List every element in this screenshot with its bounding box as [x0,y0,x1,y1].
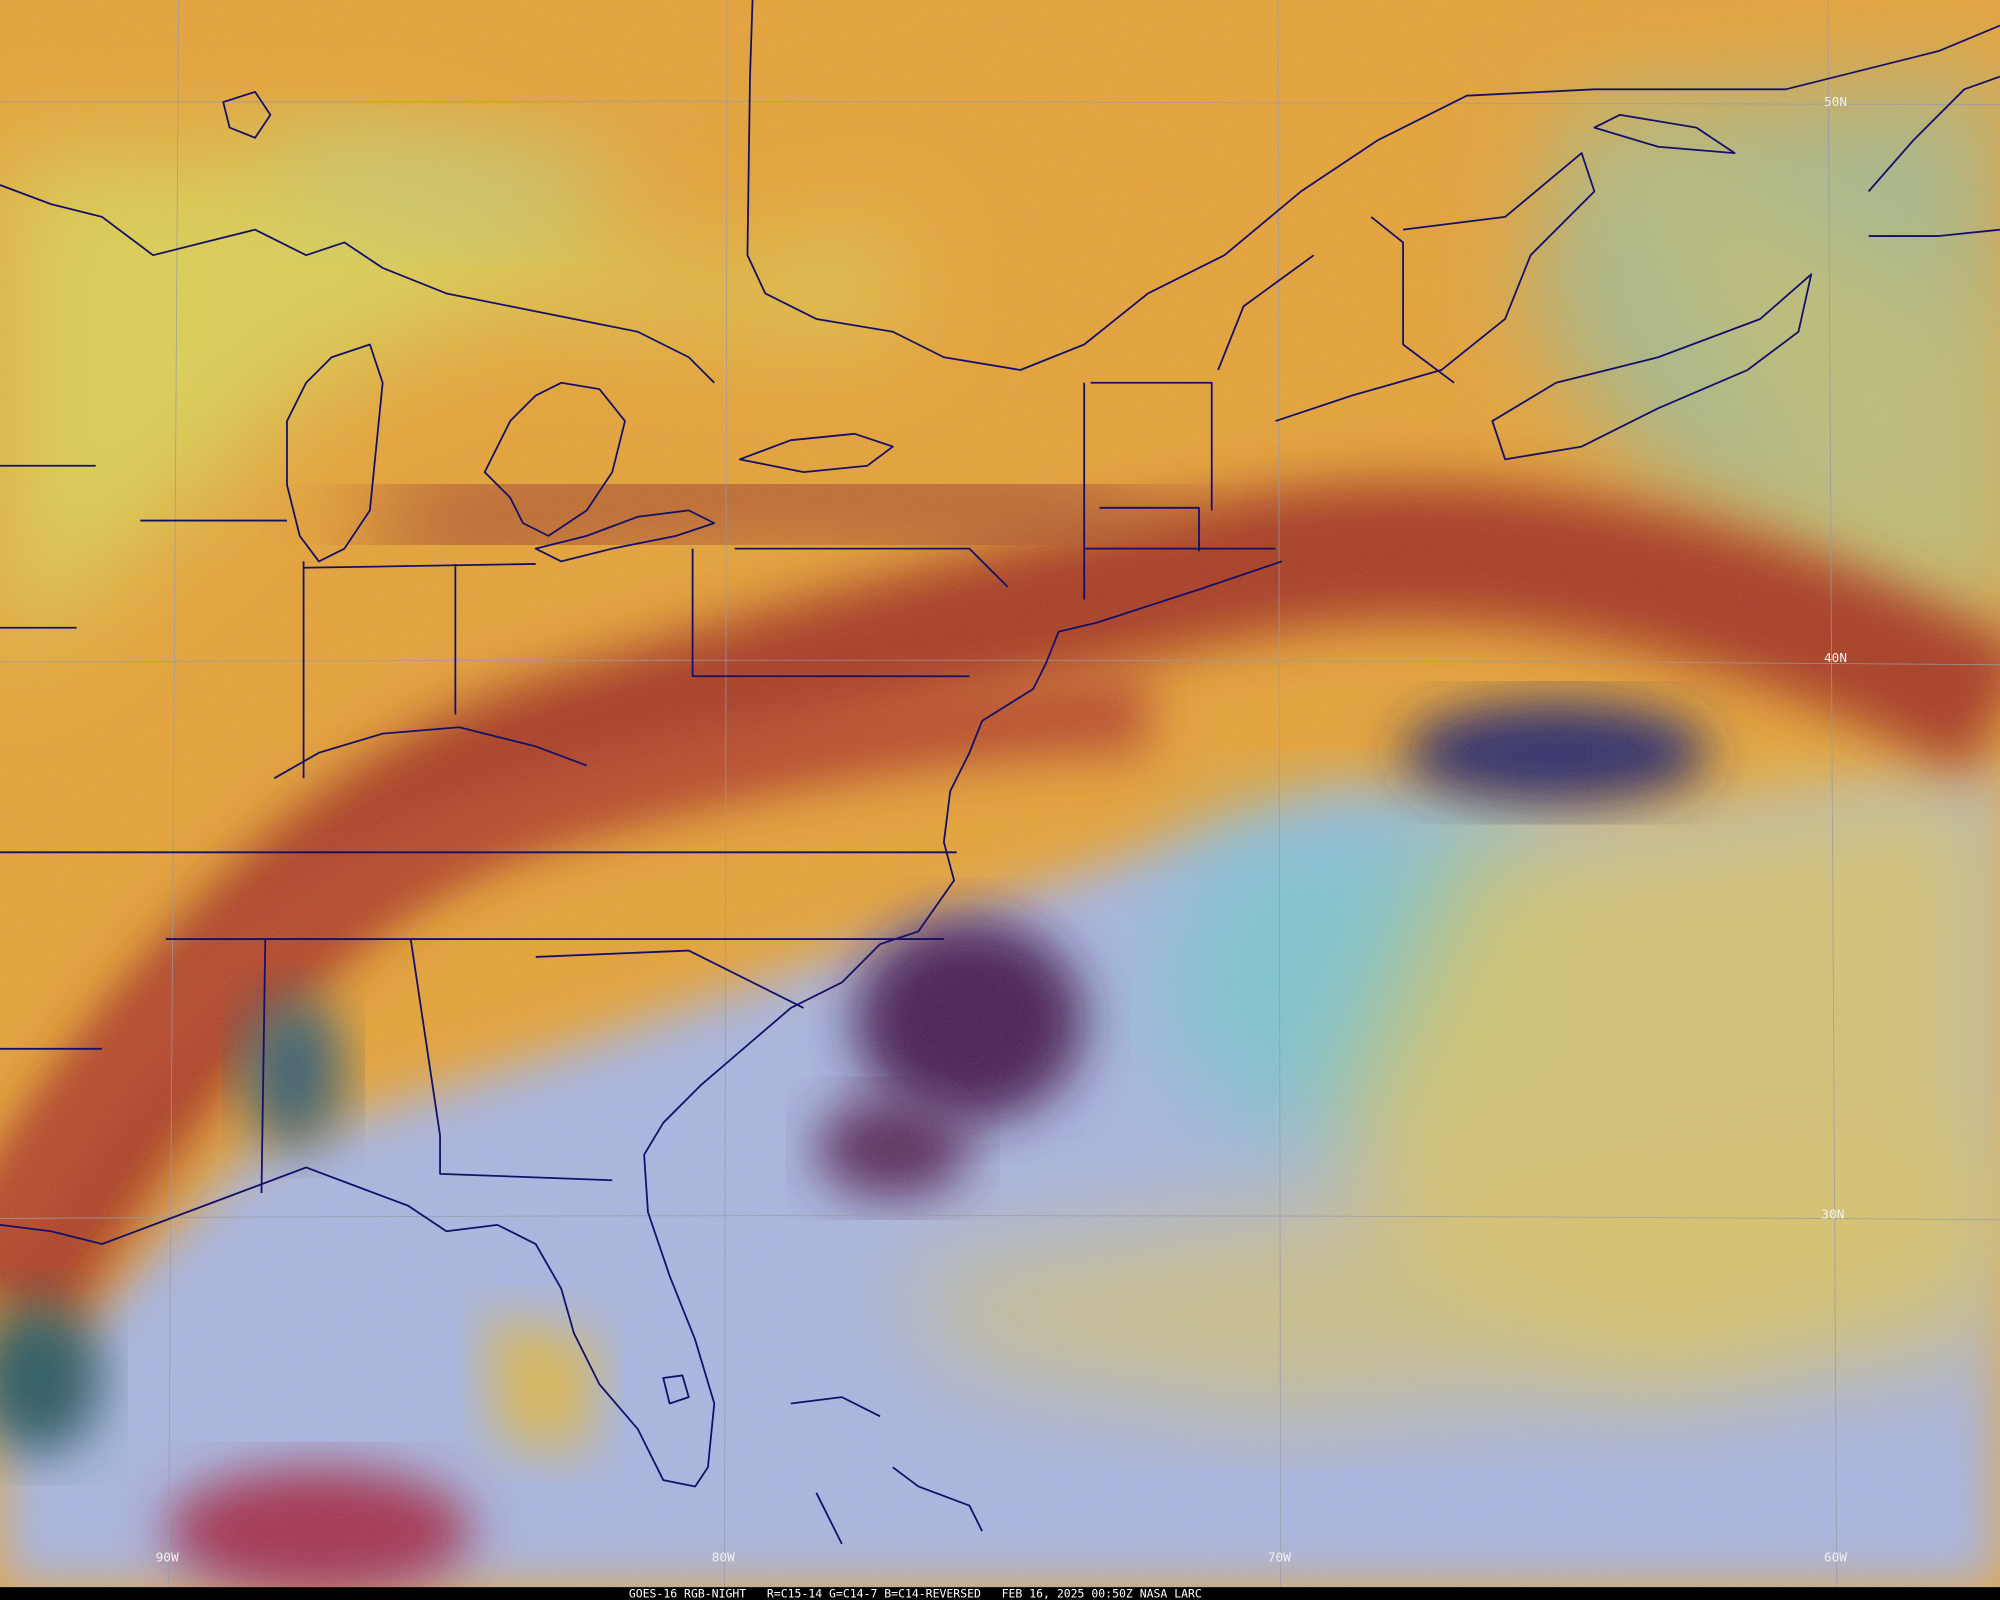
state-borders [0,216,1455,1193]
lat-label: 30N [1821,1207,1844,1222]
footer-text: GOES-16 RGB-NIGHT R=C15-14 G=C14-7 B=C14… [629,1586,1202,1600]
footer-bar [0,1587,2000,1600]
graticule-labels: 50N 40N 30N 90W 80W 70W 60W [156,95,1848,1566]
lon-label: 80W [712,1551,735,1566]
lat-label: 50N [1824,95,1847,110]
lat-label: 40N [1824,651,1847,666]
lon-label: 90W [156,1551,179,1566]
lon-label: 60W [1824,1551,1847,1566]
lon-label: 70W [1268,1551,1291,1566]
coastlines [0,0,2000,1545]
